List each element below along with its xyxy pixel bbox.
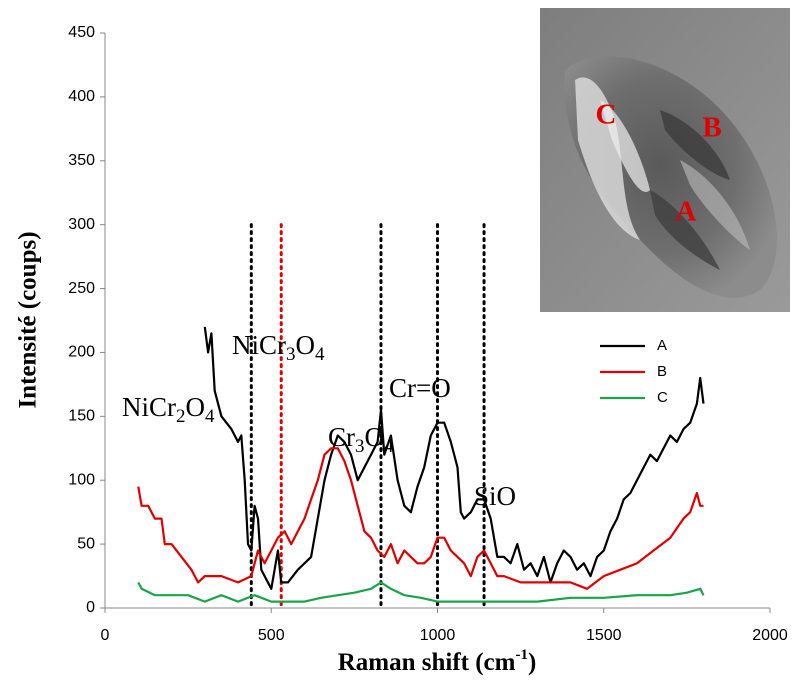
legend-label: C: [657, 389, 668, 406]
annotation-part: 3: [355, 436, 365, 457]
legend-label: A: [657, 337, 667, 354]
annotation-part: 4: [384, 436, 394, 457]
y-tick-label: 200: [68, 344, 95, 361]
annotation-part: 4: [315, 344, 325, 365]
x-axis-title-part: -1: [515, 647, 528, 663]
x-axis-title-part: Raman shift (cm: [338, 649, 516, 676]
y-tick-label: 0: [86, 599, 95, 616]
annotation: Cr=O: [389, 373, 451, 403]
x-tick-label: 1000: [420, 627, 456, 644]
inset-image: [540, 8, 790, 312]
series-line: [203, 326, 705, 590]
x-tick-label: 1500: [586, 627, 622, 644]
annotation: Cr3O4: [328, 422, 394, 457]
y-tick-label: 100: [68, 471, 95, 488]
x-tick-label: 2000: [752, 627, 788, 644]
x-axis-title-part: ): [528, 649, 536, 676]
annotation: NiCr2O4: [122, 392, 215, 427]
annotation-part: Cr=O: [389, 373, 451, 403]
y-axis-title: Intensité (coups): [15, 231, 42, 408]
series-line: [137, 581, 705, 603]
inset-label: A: [676, 196, 697, 228]
annotation-part: 4: [205, 406, 215, 427]
y-tick-label: 400: [68, 88, 95, 105]
annotation-part: O: [365, 422, 385, 452]
series-line: [137, 447, 704, 590]
annotation: NiCr3O4: [232, 330, 325, 365]
annotation-part: SiO: [474, 481, 516, 511]
y-tick-label: 300: [68, 216, 95, 233]
y-tick-label: 150: [68, 408, 95, 425]
y-tick-label: 450: [68, 24, 95, 41]
annotation-part: Cr: [328, 422, 355, 452]
legend-label: B: [657, 363, 667, 380]
inset-label: B: [702, 112, 721, 144]
x-tick-label: 0: [101, 627, 110, 644]
x-tick-label: 500: [258, 627, 285, 644]
annotation-part: NiCr: [122, 392, 176, 422]
annotation: SiO: [474, 481, 516, 511]
x-axis-title: Raman shift (cm-1): [338, 647, 537, 675]
inset-label: C: [596, 99, 617, 131]
annotation-part: NiCr: [232, 330, 286, 360]
y-tick-label: 350: [68, 152, 95, 169]
annotation-part: 2: [176, 406, 186, 427]
y-tick-label: 250: [68, 280, 95, 297]
annotation-part: 3: [286, 344, 296, 365]
annotation-part: O: [296, 330, 316, 360]
annotation-part: O: [186, 392, 206, 422]
y-tick-label: 50: [77, 535, 95, 552]
